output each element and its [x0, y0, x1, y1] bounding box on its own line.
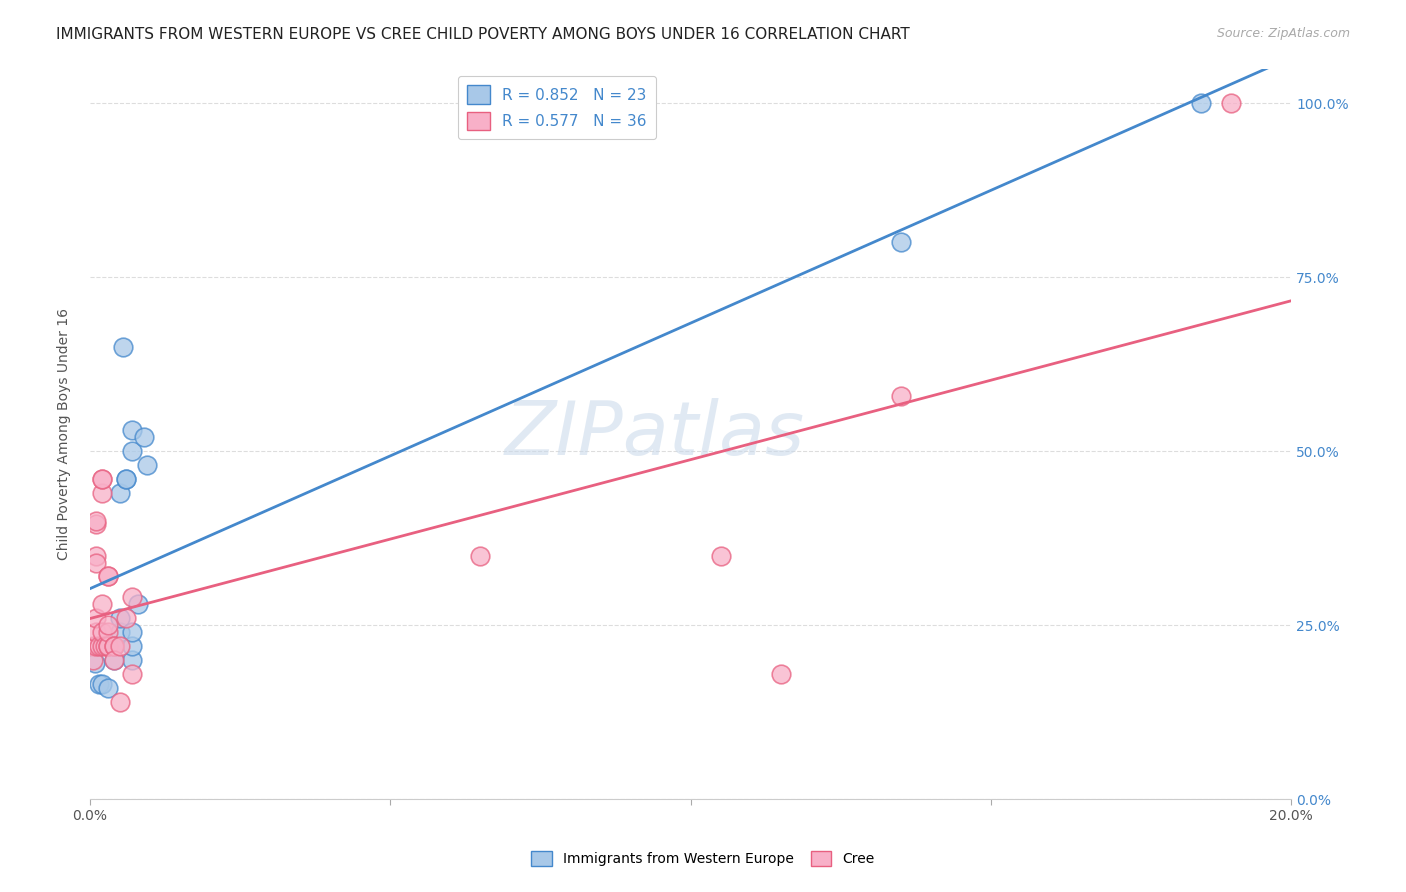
Point — [1189, 96, 1212, 111]
Point — [84, 639, 107, 653]
Point — [1220, 96, 1243, 111]
Point — [121, 653, 143, 667]
Point — [97, 639, 120, 653]
Point — [136, 458, 159, 472]
Point — [103, 653, 125, 667]
Point — [108, 639, 131, 653]
Point — [83, 657, 105, 671]
Point — [97, 639, 120, 653]
Point — [82, 653, 104, 667]
Point — [87, 677, 110, 691]
Point — [115, 472, 138, 486]
Point — [121, 625, 143, 640]
Point — [121, 444, 143, 458]
Point — [890, 388, 912, 402]
Point — [121, 423, 143, 437]
Point — [103, 639, 125, 653]
Text: ZIPatlas: ZIPatlas — [505, 398, 804, 470]
Point — [91, 597, 114, 611]
Point — [111, 340, 134, 354]
Point — [84, 556, 107, 570]
Point — [121, 666, 143, 681]
Point — [97, 569, 120, 583]
Point — [91, 472, 114, 486]
Point — [84, 514, 107, 528]
Point — [97, 569, 120, 583]
Legend: R = 0.852   N = 23, R = 0.577   N = 36: R = 0.852 N = 23, R = 0.577 N = 36 — [458, 76, 657, 139]
Point — [121, 639, 143, 653]
Point — [82, 639, 104, 653]
Point — [132, 430, 155, 444]
Point — [91, 625, 114, 640]
Point — [91, 677, 114, 691]
Point — [97, 625, 120, 640]
Point — [84, 549, 107, 563]
Point — [84, 611, 107, 625]
Point — [121, 591, 143, 605]
Point — [84, 517, 107, 532]
Point — [97, 618, 120, 632]
Point — [108, 486, 131, 500]
Point — [97, 639, 120, 653]
Point — [91, 486, 114, 500]
Point — [890, 235, 912, 250]
Point — [87, 639, 110, 653]
Point — [470, 549, 492, 563]
Point — [94, 639, 117, 653]
Point — [103, 639, 125, 653]
Point — [91, 472, 114, 486]
Point — [91, 639, 114, 653]
Legend: Immigrants from Western Europe, Cree: Immigrants from Western Europe, Cree — [526, 846, 880, 871]
Point — [103, 653, 125, 667]
Point — [127, 597, 149, 611]
Point — [84, 625, 107, 640]
Point — [115, 611, 138, 625]
Point — [103, 639, 125, 653]
Point — [108, 695, 131, 709]
Text: IMMIGRANTS FROM WESTERN EUROPE VS CREE CHILD POVERTY AMONG BOYS UNDER 16 CORRELA: IMMIGRANTS FROM WESTERN EUROPE VS CREE C… — [56, 27, 910, 42]
Point — [769, 666, 792, 681]
Point — [97, 681, 120, 695]
Point — [710, 549, 733, 563]
Text: Source: ZipAtlas.com: Source: ZipAtlas.com — [1216, 27, 1350, 40]
Point — [108, 611, 131, 625]
Point — [108, 625, 131, 640]
Point — [115, 472, 138, 486]
Y-axis label: Child Poverty Among Boys Under 16: Child Poverty Among Boys Under 16 — [58, 308, 72, 560]
